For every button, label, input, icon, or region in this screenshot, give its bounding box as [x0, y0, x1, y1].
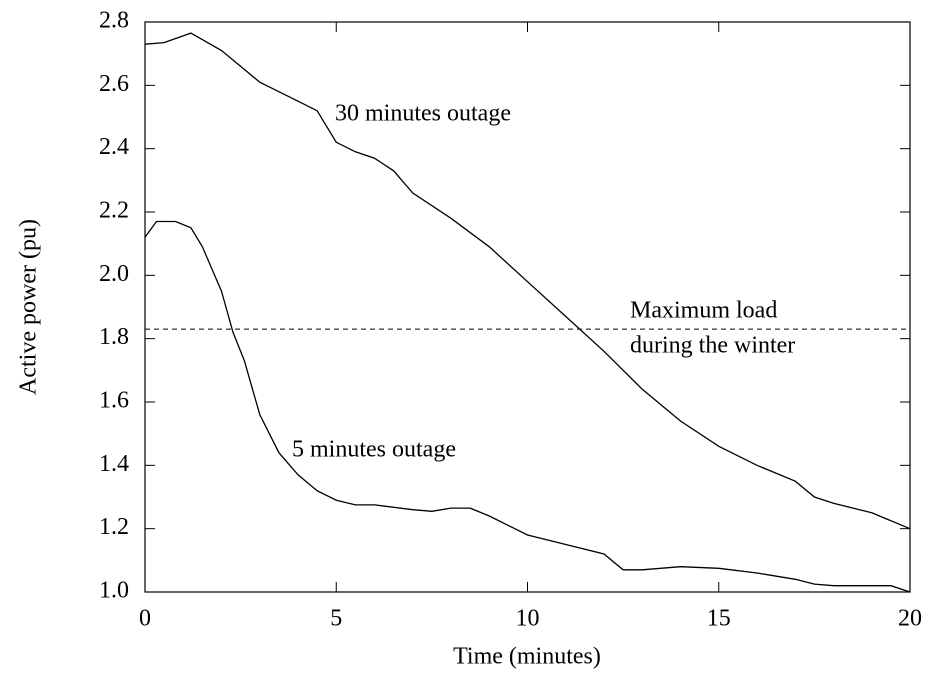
y-tick-label: 1.6	[99, 388, 129, 414]
x-tick-label: 0	[139, 606, 151, 632]
y-tick-label: 1.2	[99, 514, 129, 540]
series-line	[144, 32, 911, 530]
y-tick-label: 2.0	[99, 261, 129, 287]
reference-label: during the winter	[630, 333, 795, 359]
y-tick-label: 1.4	[99, 451, 129, 477]
x-tick-label: 5	[330, 606, 342, 632]
plot-frame	[144, 21, 911, 593]
y-tick-label: 2.6	[99, 71, 129, 97]
reference-label: Maximum load	[630, 298, 777, 324]
series-label: 30 minutes outage	[335, 101, 511, 127]
series-label: 5 minutes outage	[292, 437, 456, 463]
y-tick-label: 2.8	[99, 8, 129, 34]
x-tick-label: 10	[516, 606, 540, 632]
x-tick-label: 15	[707, 606, 731, 632]
x-tick-label: 20	[898, 606, 922, 632]
y-tick-label: 2.4	[99, 134, 129, 160]
y-axis-label: Active power (pu)	[16, 219, 42, 395]
y-tick-label: 1.0	[99, 578, 129, 604]
y-tick-label: 1.8	[99, 324, 129, 350]
y-tick-label: 2.2	[99, 198, 129, 224]
x-axis-label: Time (minutes)	[453, 644, 601, 670]
series-line	[144, 220, 911, 593]
